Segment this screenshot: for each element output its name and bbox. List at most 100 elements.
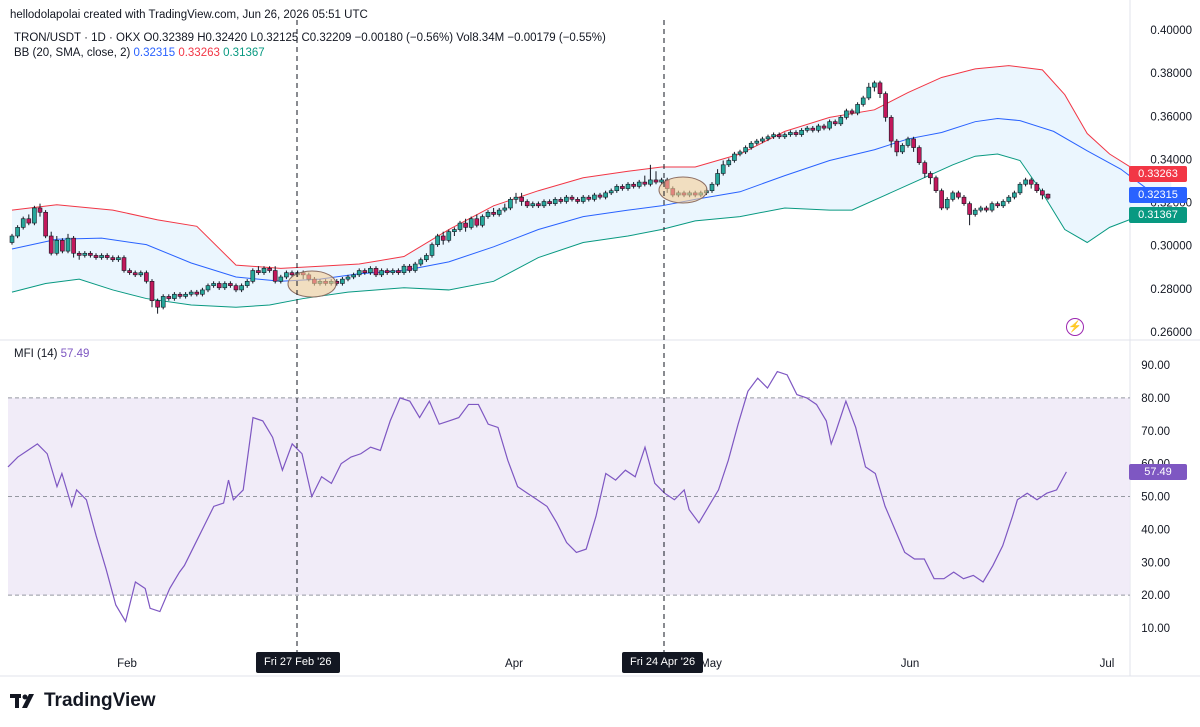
candle-body: [771, 134, 776, 138]
candle-body: [597, 194, 603, 198]
candle-body: [32, 207, 37, 224]
candle-body: [351, 274, 356, 278]
candle: [407, 264, 412, 273]
crosshair-date-tag-1: Fri 27 Feb '26: [256, 652, 340, 673]
candle-body: [748, 142, 754, 148]
candle: [284, 270, 289, 280]
candle: [183, 292, 188, 299]
candle-body: [188, 291, 194, 295]
candle-body: [1040, 190, 1045, 196]
candle-body: [284, 272, 289, 278]
candle: [922, 160, 928, 178]
candle: [1012, 190, 1017, 200]
candle-body: [368, 268, 373, 273]
candle: [720, 160, 726, 176]
candle: [256, 266, 261, 275]
candle: [177, 292, 183, 299]
bb-legend[interactable]: BB (20, SMA, close, 2) 0.32315 0.33263 0…: [14, 47, 265, 59]
mfi-legend[interactable]: MFI (14) 57.49: [14, 348, 89, 360]
candle-body: [43, 211, 48, 237]
bollinger-band-fill: [12, 65, 1172, 308]
candle: [978, 205, 984, 213]
candle: [480, 214, 485, 228]
candle: [659, 177, 664, 185]
candle: [463, 218, 468, 232]
candle-body: [222, 283, 228, 289]
candle-body: [978, 207, 984, 211]
candle: [37, 203, 43, 217]
alert-bolt-icon[interactable]: ⚡: [1066, 318, 1084, 336]
candle: [754, 138, 760, 146]
close-value: C0.32209: [301, 32, 352, 44]
candle: [620, 184, 625, 191]
candle-body: [396, 270, 401, 273]
candle-body: [939, 190, 944, 209]
candle: [474, 214, 480, 228]
candle-body: [172, 293, 177, 299]
candle: [340, 276, 345, 286]
candle-body: [916, 147, 922, 163]
candle-body: [474, 218, 480, 226]
candle-body: [1000, 201, 1006, 207]
candle: [748, 141, 754, 150]
candle-body: [418, 259, 424, 265]
tradingview-logo[interactable]: TradingView: [10, 690, 156, 712]
candle: [379, 268, 384, 277]
candle: [261, 266, 267, 275]
crosshair-lines: [296, 20, 665, 652]
candle: [116, 255, 121, 262]
price-tick-label: 0.28000: [1150, 284, 1192, 296]
candle-body: [760, 138, 765, 142]
candle-body: [608, 190, 614, 194]
time-tick-label: Feb: [117, 658, 137, 670]
candle-body: [782, 134, 788, 138]
candle-body: [894, 140, 900, 153]
candle: [82, 251, 88, 258]
ohlc-legend: TRON/USDT · 1D · OKX O0.32389 H0.32420 L…: [14, 32, 606, 44]
candle-body: [496, 209, 502, 215]
candle: [345, 274, 351, 282]
bollinger-upper-line: [11, 65, 1172, 269]
candle-body: [586, 196, 592, 200]
candle: [743, 145, 748, 155]
candle-body: [166, 296, 172, 299]
candle-body: [278, 276, 284, 282]
candle: [446, 229, 452, 243]
candle: [356, 268, 362, 277]
candle-body: [715, 173, 720, 185]
candle: [900, 143, 905, 155]
candle-body: [816, 125, 821, 131]
candle-body: [345, 276, 351, 280]
bb-basis-badge: 0.32315: [1129, 187, 1187, 203]
candle: [821, 123, 827, 131]
candle: [928, 171, 933, 185]
candle-body: [233, 285, 239, 291]
crosshair-date-tag-2: Fri 24 Apr '26: [622, 652, 704, 673]
candle: [1040, 188, 1045, 200]
candle-body: [88, 252, 93, 256]
candle-body: [844, 110, 849, 118]
candle-body: [720, 164, 726, 174]
candle-body: [944, 199, 950, 209]
candle: [149, 279, 155, 308]
candle: [782, 132, 788, 139]
candle-body: [9, 235, 15, 243]
candle-body: [620, 186, 625, 189]
candle: [216, 281, 222, 290]
candle: [508, 197, 513, 211]
candle: [989, 201, 995, 213]
candle-body: [132, 272, 138, 276]
candle: [110, 255, 116, 262]
candle: [827, 119, 832, 131]
candle: [967, 201, 972, 226]
candle-body: [502, 207, 508, 211]
candle: [547, 199, 552, 206]
candle-body: [149, 281, 155, 302]
candle-body: [463, 222, 468, 228]
candle: [138, 270, 144, 277]
candle-body: [412, 263, 418, 271]
candle: [1000, 199, 1006, 208]
candle-body: [71, 237, 76, 254]
candle: [732, 151, 737, 163]
candle: [468, 216, 474, 230]
